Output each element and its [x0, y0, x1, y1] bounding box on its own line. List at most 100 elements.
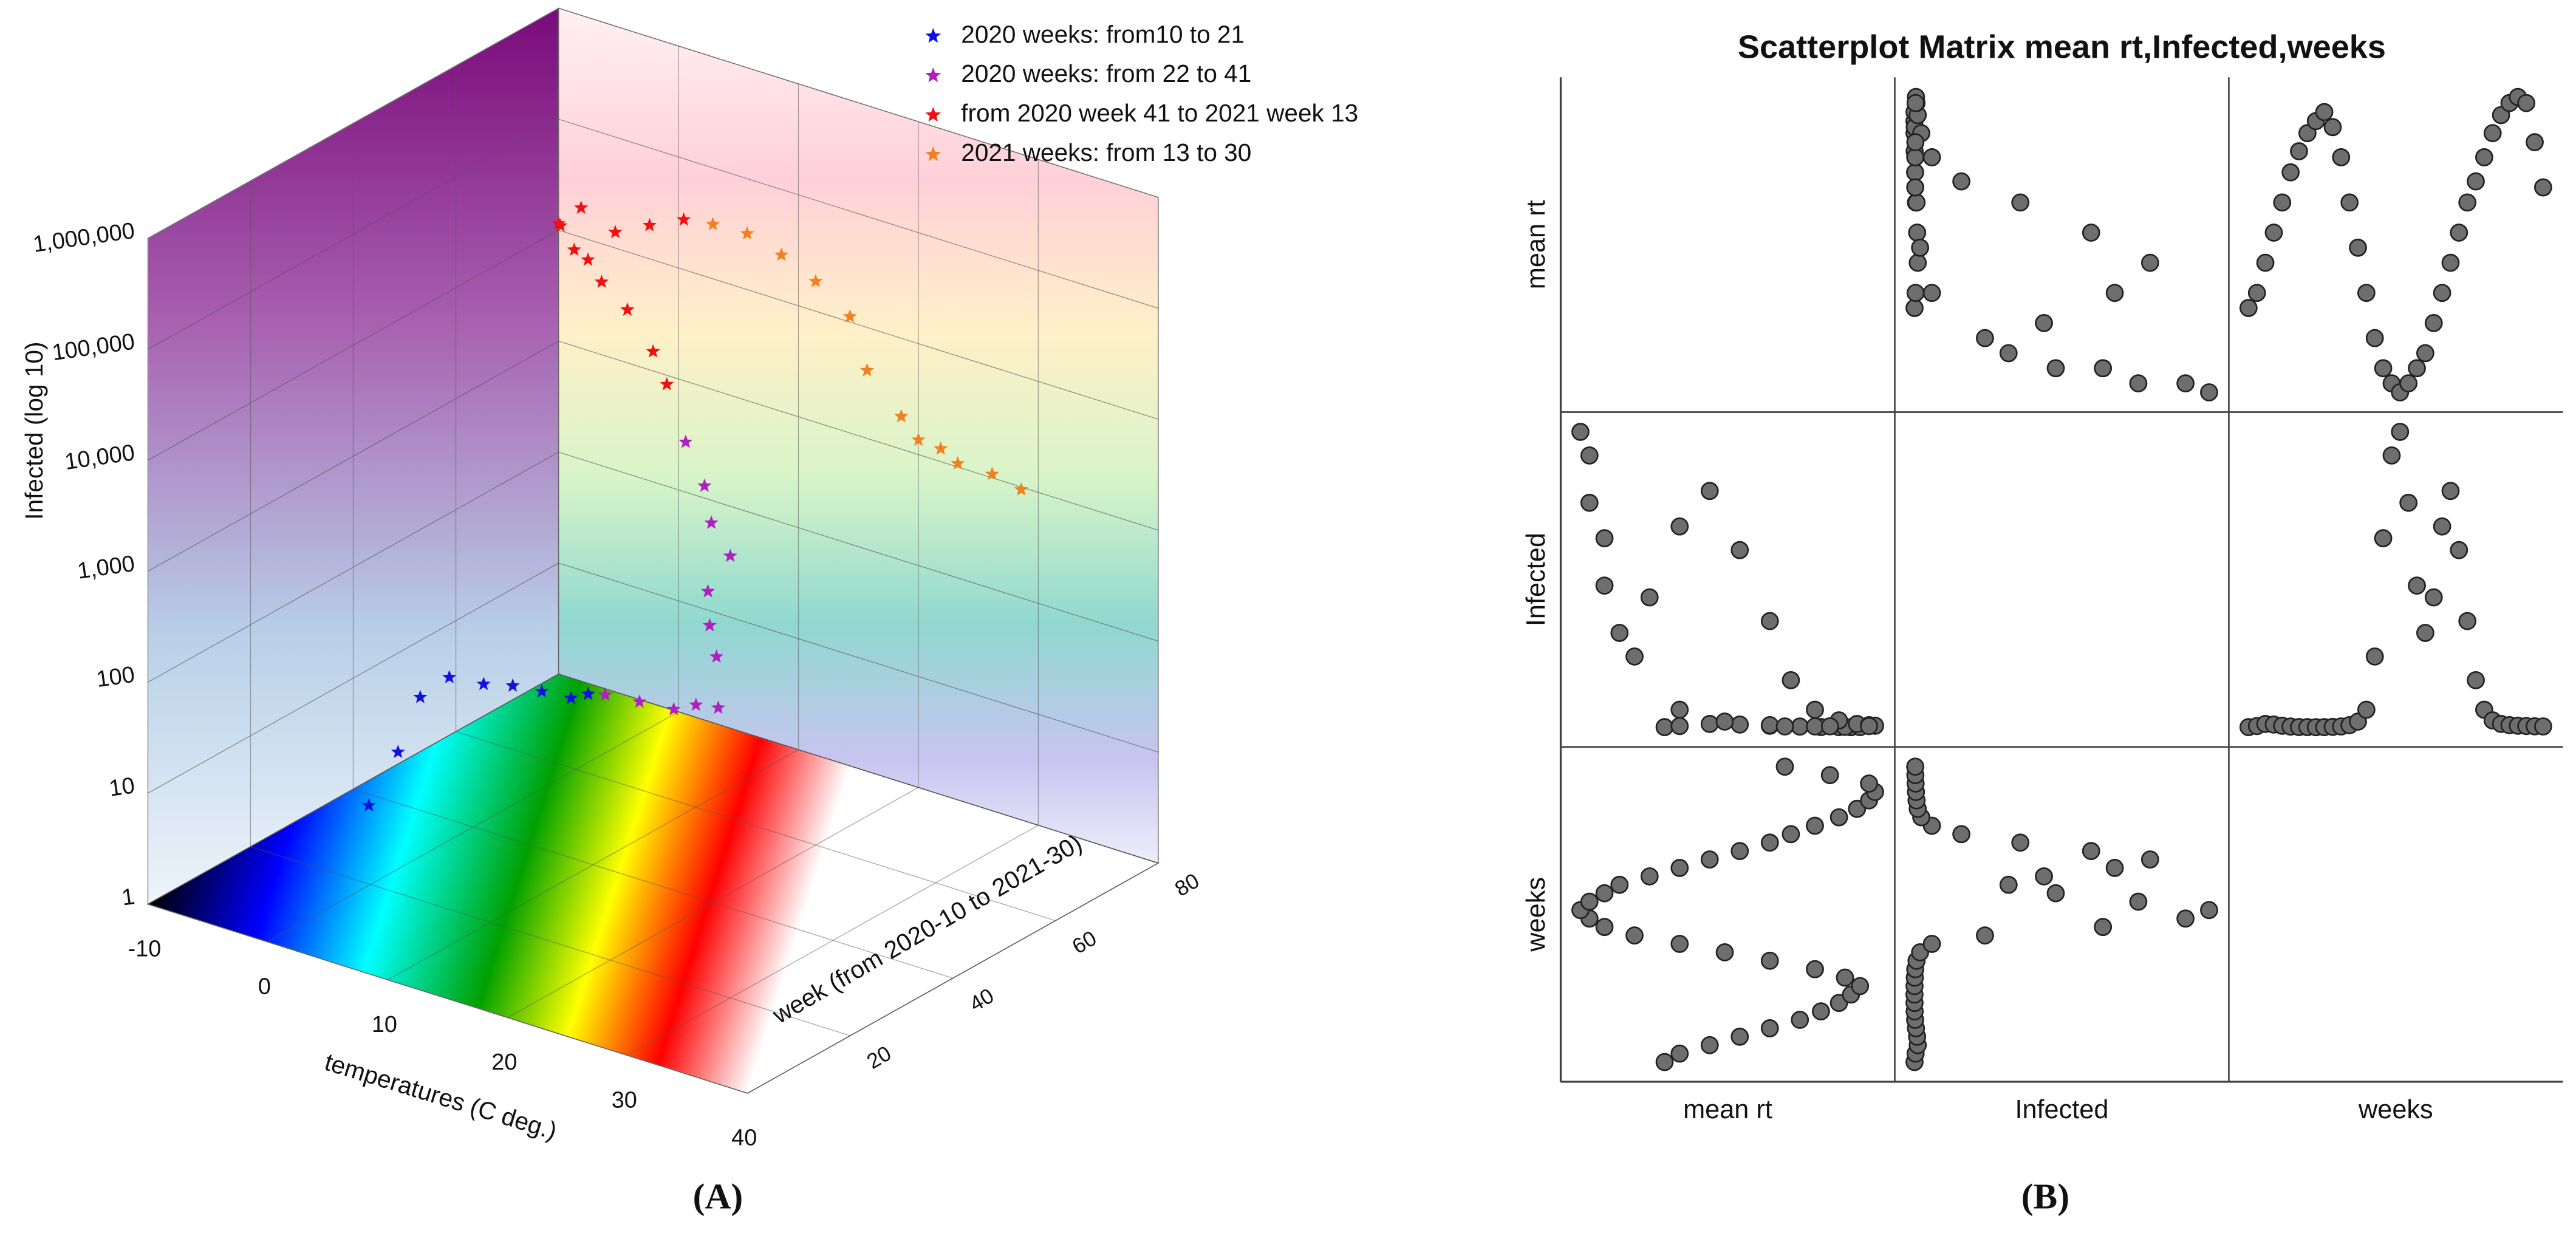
matrix-point	[2082, 224, 2100, 242]
star-point	[697, 478, 712, 492]
matrix-point	[2450, 224, 2468, 242]
star-point	[774, 247, 788, 261]
matrix-point	[1625, 926, 1644, 944]
matrix-point	[2105, 284, 2124, 302]
matrix-point	[1976, 926, 1994, 944]
star-point	[894, 409, 909, 423]
star-point	[842, 309, 857, 323]
matrix-point	[1715, 943, 1734, 961]
matrix-point	[2416, 624, 2434, 642]
matrix-point	[1906, 757, 1925, 776]
matrix-point	[1836, 968, 1854, 987]
star-point	[706, 217, 720, 231]
matrix-point	[2408, 359, 2426, 378]
matrix-point	[1791, 717, 1809, 736]
matrix-point	[1760, 1019, 1779, 1037]
matrix-point	[1700, 1036, 1719, 1054]
matrix-point	[1922, 148, 1941, 166]
matrix-point	[1791, 1011, 1809, 1029]
matrix-point	[2391, 423, 2410, 441]
x-tick-label: 10	[372, 1012, 397, 1037]
matrix-point	[2365, 329, 2384, 347]
z-tick-label: 1,000	[76, 551, 137, 584]
matrix-point	[2247, 284, 2266, 302]
legend-label: 2020 weeks: from 22 to 41	[961, 60, 1251, 87]
z-tick-label: 100	[95, 662, 136, 692]
matrix-point	[2290, 142, 2308, 160]
star-point	[642, 217, 657, 231]
z-tick-label: 1,000,000	[32, 218, 137, 258]
y-tick-label: 20	[863, 1042, 895, 1074]
matrix-point	[1952, 825, 1970, 844]
matrix-point	[2416, 344, 2434, 363]
matrix-point	[1625, 647, 1644, 666]
star-point	[574, 200, 589, 214]
matrix-point	[2517, 94, 2536, 112]
legend-marker	[925, 67, 941, 83]
matrix-point	[2200, 901, 2218, 920]
matrix-point	[1595, 918, 1614, 937]
star-point	[808, 274, 823, 288]
star-point	[934, 441, 948, 455]
matrix-point	[1952, 172, 1970, 191]
star-point	[598, 687, 613, 702]
matrix-point	[1580, 446, 1599, 465]
matrix-point	[2534, 717, 2552, 736]
star-point	[564, 691, 578, 705]
star-point	[581, 252, 595, 266]
matrix-point	[2046, 359, 2065, 378]
star-point	[361, 798, 376, 812]
x-tick-label: 40	[731, 1125, 757, 1151]
matrix-point	[1610, 624, 1629, 642]
matrix-point	[2374, 529, 2393, 548]
star-point	[567, 242, 581, 256]
matrix-point	[1775, 757, 1794, 776]
matrix-point	[1730, 715, 1749, 734]
column-label: weeks	[2358, 1095, 2433, 1124]
matrix-point	[1730, 1027, 1749, 1046]
star-point	[911, 432, 926, 446]
matrix-point	[2105, 859, 2124, 877]
matrix-point	[2408, 576, 2426, 595]
matrix-point	[1906, 284, 1925, 302]
star-point	[700, 584, 716, 598]
star-point	[620, 302, 635, 316]
matrix-point	[2340, 193, 2359, 212]
matrix-point	[2200, 383, 2218, 401]
row-label: mean rt	[1522, 200, 1551, 289]
matrix-point	[2323, 118, 2342, 137]
matrix-point	[2176, 909, 2195, 928]
star-point	[581, 686, 595, 700]
matrix-point	[2526, 133, 2544, 152]
matrix-point	[2349, 238, 2367, 257]
matrix-point	[1782, 671, 1800, 689]
matrix-point	[2357, 700, 2376, 719]
matrix-point	[1670, 517, 1689, 536]
column-label: mean rt	[1683, 1095, 1772, 1124]
matrix-point	[1760, 612, 1779, 630]
matrix-point	[2035, 313, 2053, 332]
matrix-point	[2239, 299, 2258, 317]
matrix-point	[2467, 172, 2485, 191]
star-point	[711, 700, 726, 714]
matrix-point	[1775, 717, 1794, 736]
matrix-point	[1906, 133, 1925, 152]
matrix-point	[1730, 541, 1749, 559]
star-point	[723, 548, 737, 562]
matrix-point	[2458, 193, 2477, 212]
y-grid-line	[250, 180, 850, 1036]
star-point	[476, 677, 491, 691]
z-axis-title: Infected (log 10)	[20, 341, 48, 519]
matrix-point	[2483, 124, 2502, 143]
matrix-point	[1830, 808, 1848, 827]
star-point	[391, 745, 405, 759]
star-point	[594, 275, 609, 288]
star-point	[859, 363, 875, 377]
matrix-point	[1610, 875, 1629, 894]
star-point	[702, 618, 717, 632]
matrix-point	[2534, 178, 2552, 197]
legend-label: 2020 weeks: from10 to 21	[961, 20, 1245, 48]
y-tick-label: 40	[966, 984, 998, 1016]
matrix-point	[1999, 875, 2018, 894]
legend-marker	[925, 28, 941, 43]
